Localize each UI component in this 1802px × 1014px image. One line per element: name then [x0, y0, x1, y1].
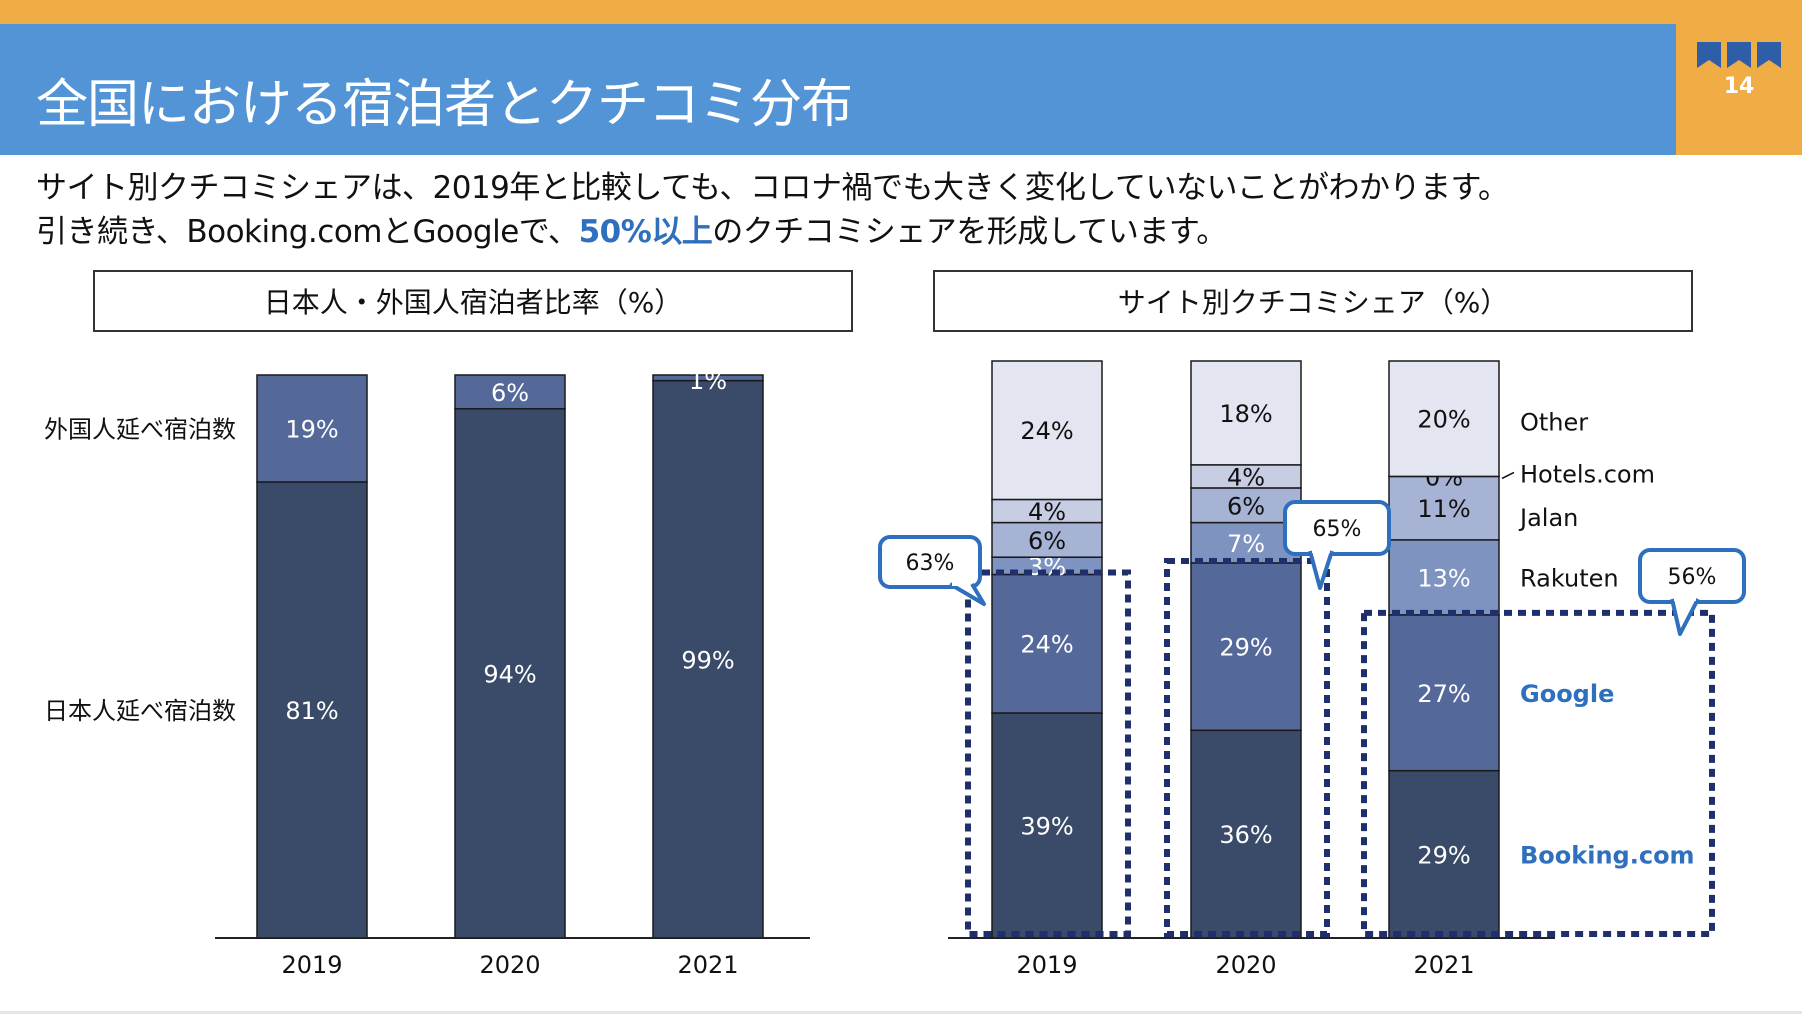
chart2-data-label: 13% [1417, 564, 1470, 592]
callout-pointer-2021 [1670, 598, 1700, 636]
chart2-bar-2020-google [1190, 562, 1302, 732]
chart1-bar-2021-foreign [652, 374, 764, 382]
chart2-data-label: 36% [1219, 821, 1272, 849]
chart2-bar-2021-booking-com [1388, 769, 1500, 939]
chart1-x-tick-2021: 2021 [677, 951, 738, 979]
chart2-x-tick-2020: 2020 [1215, 951, 1276, 979]
top-accent-bar [0, 0, 1802, 24]
chart1-data-label: 1% [689, 367, 727, 395]
page-number-box: 14 [1676, 24, 1802, 155]
callout-value-2020: 65% [1313, 517, 1362, 542]
highlight-box-2021 [1361, 609, 1715, 937]
chart2-legend-hotels-com: Hotels.com [1520, 460, 1655, 488]
chart2-bar-2019-booking-com [991, 712, 1103, 939]
callout-value-2021: 56% [1668, 565, 1717, 590]
chart1-title: 日本人・外国人宿泊者比率（%） [93, 270, 853, 332]
subtitle: サイト別クチコミシェアは、2019年と比較しても、コロナ禍でも大きく変化していな… [36, 166, 1509, 254]
chart1-data-label: 81% [285, 697, 338, 725]
callout-pointer-mask [952, 581, 970, 586]
chart2-data-label: 4% [1227, 463, 1265, 491]
chart2-bar-2019-jalan [991, 521, 1103, 558]
chart2-data-label: 6% [1227, 492, 1265, 520]
callout-value-2019: 63% [906, 551, 955, 576]
page-number: 14 [1723, 74, 1755, 99]
callout-bubble-2019 [878, 535, 982, 589]
chart2-data-label: 7% [1227, 530, 1265, 558]
subtitle-highlight: 50%以上 [578, 214, 713, 250]
title-band: 全国における宿泊者とクチコミ分布 [0, 24, 1676, 155]
callout-pointer-mask [1674, 596, 1696, 601]
chart2-bar-2019-google [991, 573, 1103, 714]
chart2-x-tick-2021: 2021 [1413, 951, 1474, 979]
chart2-bar-2019-other [991, 360, 1103, 501]
chart1-data-label: 94% [483, 660, 536, 688]
chart2-legend-rakuten: Rakuten [1520, 564, 1619, 592]
subtitle-line-1: サイト別クチコミシェアは、2019年と比較しても、コロナ禍でも大きく変化していな… [36, 170, 1509, 206]
chart2-bar-2021-rakuten [1388, 539, 1500, 616]
callout-pointer-mask [1312, 548, 1330, 553]
chart2-data-label: 11% [1417, 495, 1470, 523]
bottom-rule [0, 1011, 1802, 1014]
chart2-bar-2021-other [1388, 360, 1500, 478]
chart2-data-label: 4% [1028, 498, 1066, 526]
chart1-bar-2020-foreign [454, 374, 566, 410]
speech-bubbles-icon [1697, 42, 1781, 68]
callout-pointer-2019 [948, 582, 986, 606]
chart1-x-tick-2019: 2019 [281, 951, 342, 979]
chart2-bar-2021-google [1388, 614, 1500, 772]
chart2-bar-2021-jalan [1388, 475, 1500, 541]
chart2-title: サイト別クチコミシェア（%） [933, 270, 1693, 332]
callout-pointer-2020 [1308, 550, 1334, 590]
chart2-legend-jalan: Jalan [1518, 504, 1578, 532]
chart2-hotels-leader [1501, 471, 1515, 480]
highlight-box-2019 [965, 569, 1131, 937]
chart2-legend-other: Other [1520, 409, 1588, 437]
chart1-data-label: 99% [681, 646, 734, 674]
chart1-data-label: 6% [491, 379, 529, 407]
callout-bubble-2020 [1283, 500, 1391, 556]
chart1-bar-2019-japanese [256, 481, 368, 939]
chart2-data-label: 39% [1020, 812, 1073, 840]
chart2-legend-google: Google [1520, 680, 1614, 708]
chart2-data-label: 29% [1417, 841, 1470, 869]
chart1-bar-2019-foreign [256, 374, 368, 483]
chart2-bar-2020-other [1190, 360, 1302, 466]
slide-title: 全国における宿泊者とクチコミ分布 [36, 75, 853, 135]
chart2-data-label: 29% [1219, 634, 1272, 662]
chart2-data-label: 24% [1020, 417, 1073, 445]
chart1-legend-japanese: 日本人延べ宿泊数 [44, 697, 236, 725]
chart1-x-tick-2020: 2020 [479, 951, 540, 979]
chart2-data-label: 18% [1219, 400, 1272, 428]
subtitle-line-2: 引き続き、Booking.comとGoogleで、50%以上のクチコミシェアを形… [36, 210, 1508, 254]
subtitle-line-2-start: 引き続き、Booking.comとGoogleで、 [36, 214, 579, 250]
chart2-data-label: 24% [1020, 631, 1073, 659]
chart1-bar-2020-japanese [454, 408, 566, 939]
chart2-data-label: 6% [1028, 527, 1066, 555]
chart2-data-label: 20% [1417, 406, 1470, 434]
chart2-x-tick-2019: 2019 [1016, 951, 1077, 979]
chart2-legend-booking-com: Booking.com [1520, 841, 1695, 869]
subtitle-line-2-end: のクチコミシェアを形成しています。 [712, 214, 1227, 250]
chart2-data-label: 27% [1417, 680, 1470, 708]
chart1-legend-foreign: 外国人延べ宿泊数 [44, 415, 236, 443]
chart1-data-label: 19% [285, 415, 338, 443]
chart1-bar-2021-japanese [652, 379, 764, 939]
